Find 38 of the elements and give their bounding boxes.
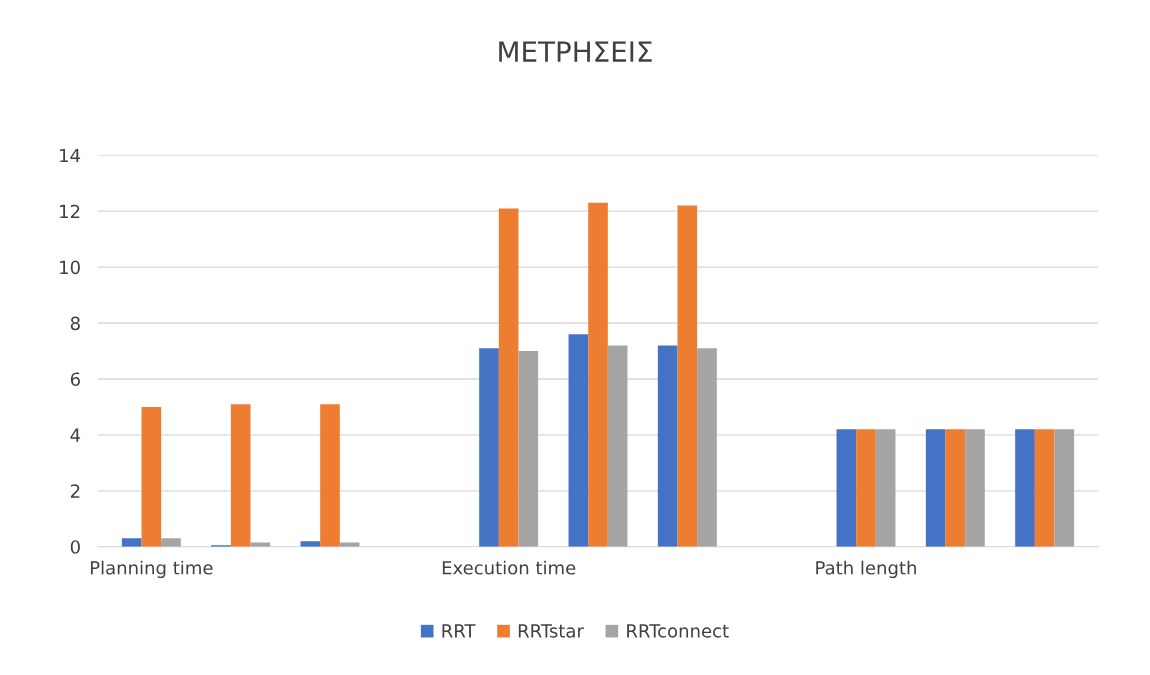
bar <box>588 202 608 547</box>
y-tick-label: 4 <box>70 428 81 442</box>
y-tick-label: 0 <box>70 540 80 554</box>
y-tick-label: 10 <box>60 260 80 275</box>
bar <box>1054 429 1075 547</box>
x-tick-label: Path length <box>816 560 916 579</box>
bar <box>965 429 985 547</box>
y-tick-label: 12 <box>60 204 80 219</box>
x-tick-label: Execution time <box>442 560 576 575</box>
bar <box>141 406 162 547</box>
bar <box>1034 429 1055 547</box>
x-tick-label: Planning time <box>90 560 213 579</box>
bar <box>856 429 876 547</box>
legend-label: RRTstar <box>518 624 584 638</box>
bar <box>121 538 142 547</box>
bar <box>697 348 717 547</box>
bar <box>498 208 519 547</box>
legend-label: RRT <box>442 624 476 638</box>
bar <box>518 351 539 547</box>
bar <box>945 429 966 547</box>
bar <box>1015 429 1035 547</box>
y-tick-label: 2 <box>70 484 80 498</box>
bar <box>161 538 181 547</box>
bar <box>836 429 857 547</box>
bar <box>925 429 946 547</box>
bar <box>875 429 896 547</box>
legend-label: RRTconnect <box>627 624 729 638</box>
bar <box>568 334 589 547</box>
y-tick-label: 14 <box>60 148 81 163</box>
bar <box>657 345 678 547</box>
bar <box>479 348 499 547</box>
y-tick-label: 8 <box>70 316 80 331</box>
bar <box>320 404 340 547</box>
bar <box>230 404 251 547</box>
bar <box>607 345 628 547</box>
bar <box>677 205 698 547</box>
chart-title: ΜΕΤΡΗΣΕΙΣ <box>499 41 652 62</box>
y-tick-label: 6 <box>70 372 80 387</box>
